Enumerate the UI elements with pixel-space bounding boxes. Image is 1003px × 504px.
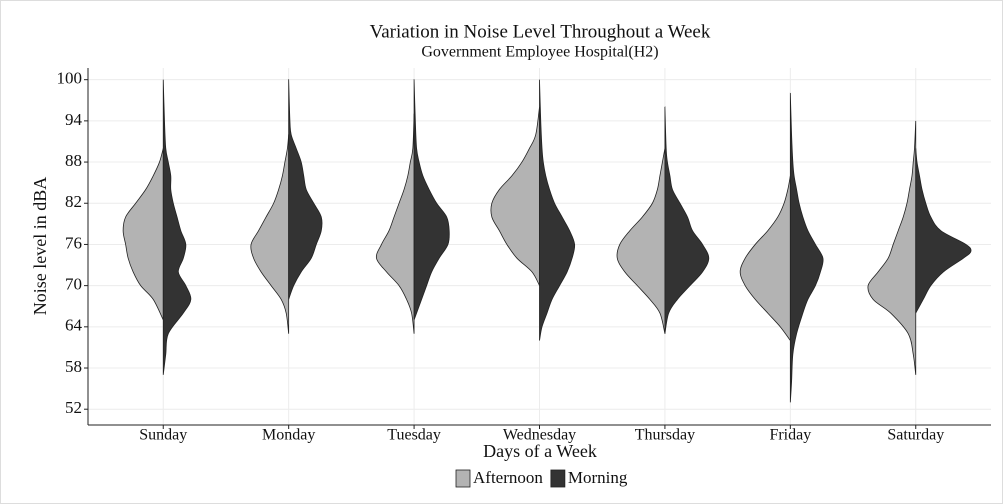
legend-swatch [455,469,471,488]
x-tick-label: Saturday [887,427,944,444]
x-tick-label: Tuesday [387,427,441,444]
y-tick-label: 58 [65,357,82,376]
y-tick-label: 76 [65,233,82,252]
half-violin [915,148,972,314]
x-tick-label: Friday [769,427,811,444]
y-tick-label: 52 [65,398,82,417]
half-violin [375,113,415,334]
half-violin [789,92,824,403]
legend: Afternoon Morning [455,468,628,488]
y-tick-label: 82 [65,192,82,211]
half-violin [288,79,323,300]
chart-subtitle: Government Employee Hospital(H2) [421,44,658,61]
half-violin [664,106,710,334]
chart-title: Variation in Noise Level Throughout a We… [370,21,711,42]
x-tick-label: Wednesday [503,427,576,444]
x-axis-title: Days of a Week [483,441,597,461]
legend-label: Afternoon [473,468,543,487]
y-tick-label: 70 [65,275,82,294]
x-tick-label: Thursday [635,427,695,444]
y-tick-label: 64 [65,316,83,335]
half-violin [413,79,450,321]
legend-label: Morning [568,468,628,487]
half-violin [739,174,791,342]
x-tick-label: Monday [262,427,315,444]
y-axis-title: Noise level in dBA [30,177,50,315]
half-violin [539,79,576,341]
y-tick-label: 100 [57,69,83,88]
half-violin [250,133,290,334]
y-tick-label: 88 [65,151,82,170]
legend-swatch [550,469,566,488]
axes: 52 58 64 70 76 82 88 94 100 Sunday Monday Tuesday We… [57,68,991,444]
violins [122,79,972,403]
x-tick-label: Sunday [139,427,187,444]
half-violin [490,107,540,286]
y-tick-label: 94 [65,110,83,129]
half-violin [162,79,192,375]
half-violin [867,120,917,375]
half-violin [616,146,666,334]
half-violin [122,148,164,321]
